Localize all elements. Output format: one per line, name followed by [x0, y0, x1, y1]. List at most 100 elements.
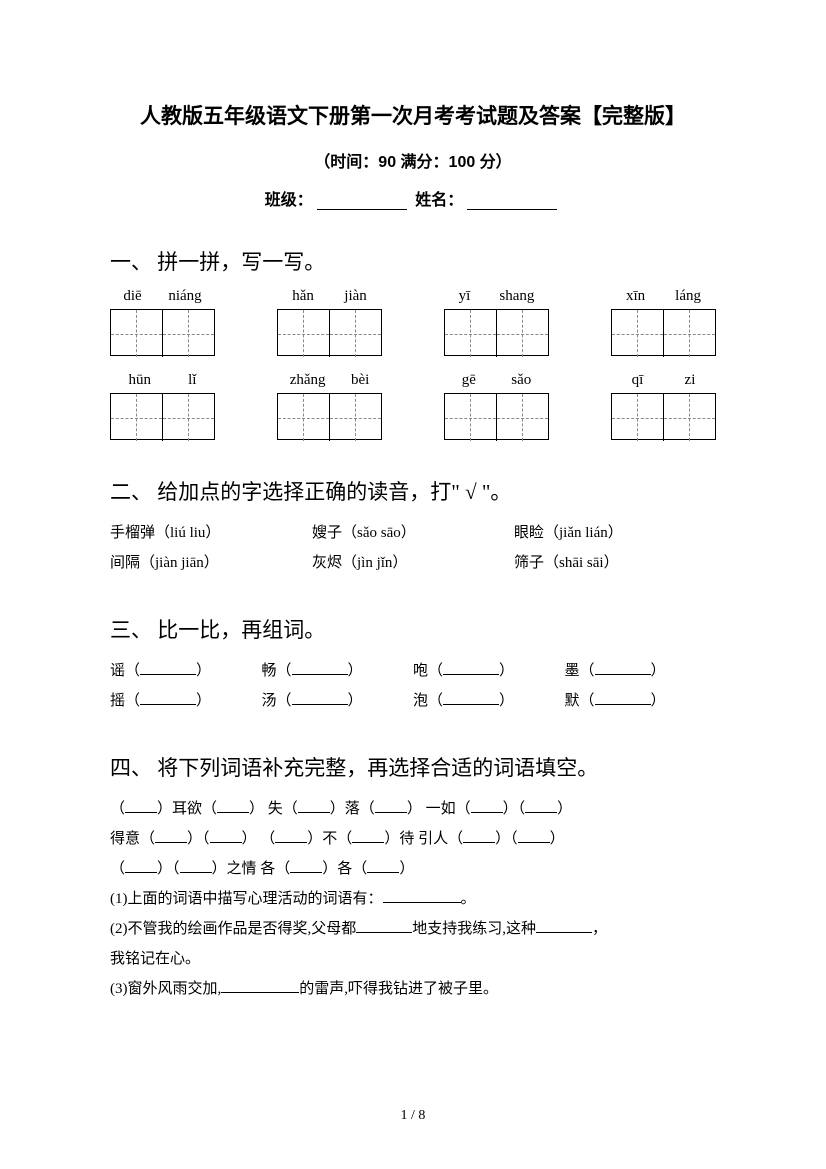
q2-item: 眼睑（jiǎn lián） — [514, 518, 716, 548]
q4-line6: 我铭记在心。 — [110, 944, 716, 974]
box-row-1 — [110, 309, 716, 356]
pinyin-syllable: zhǎng — [290, 372, 326, 389]
q4-line3: （ ）（ ）之情 各（ ）各（ ） — [110, 854, 716, 884]
writing-box[interactable] — [444, 309, 549, 356]
fill-blank[interactable] — [140, 661, 196, 675]
doc-title: 人教版五年级语文下册第一次月考考试题及答案【完整版】 — [110, 100, 716, 130]
fill-blank[interactable] — [180, 859, 212, 873]
fill-blank[interactable] — [275, 829, 307, 843]
q4-line2: 得意（）（） （）不（）待 引人（）（） — [110, 824, 716, 854]
q3-text: 畅（ — [262, 663, 292, 679]
class-blank[interactable] — [317, 194, 407, 210]
pinyin-syllable: hūn — [129, 372, 152, 389]
q4-text: ）耳欲（ — [157, 801, 217, 817]
pinyin-row-2: hūn lǐ zhǎng bèi gēsǎo qīzi — [110, 372, 716, 389]
pinyin-syllable: gē — [462, 372, 476, 389]
fill-blank[interactable] — [595, 661, 651, 675]
pinyin-syllable: yī — [459, 288, 471, 305]
fill-blank[interactable] — [210, 829, 242, 843]
q3-text: 谣（ — [110, 663, 140, 679]
q4-text: ）（ — [187, 831, 210, 847]
q3-item: 默（） — [565, 686, 717, 716]
writing-box[interactable] — [110, 393, 215, 440]
q3-text: 摇（ — [110, 693, 140, 709]
fill-blank[interactable] — [525, 799, 557, 813]
q2-row1: 手榴弹（liú liu） 嫂子（sǎo sāo） 眼睑（jiǎn lián） — [110, 518, 716, 548]
fill-blank[interactable] — [367, 859, 399, 873]
doc-subtitle: （时间：90 满分：100 分） — [110, 148, 716, 172]
fill-blank[interactable] — [463, 829, 495, 843]
pinyin-syllable: bèi — [351, 372, 369, 389]
q4-text: ） — [557, 801, 572, 817]
q2-row2: 间隔（jiàn jiān） 灰烬（jìn jǐn） 筛子（shāi sāi） — [110, 548, 716, 578]
box-row-2 — [110, 393, 716, 440]
fill-blank[interactable] — [443, 691, 499, 705]
q4-text: ）落（ — [330, 801, 375, 817]
q4-text: ）之情 各（ — [212, 861, 291, 877]
pinyin-syllable: qī — [632, 372, 644, 389]
pinyin-group: yīshang — [444, 288, 549, 305]
writing-box[interactable] — [611, 309, 716, 356]
q3-text: 墨（ — [565, 663, 595, 679]
fill-blank[interactable] — [217, 799, 249, 813]
section2-heading: 二、 给加点的字选择正确的读音，打" √ "。 — [110, 476, 716, 506]
section3-heading: 三、 比一比，再组词。 — [110, 614, 716, 644]
writing-box[interactable] — [110, 309, 215, 356]
q4-text: ）（ — [157, 861, 180, 877]
name-label: 姓名： — [415, 192, 463, 209]
q4-text: 得意（ — [110, 831, 155, 847]
fill-blank[interactable] — [471, 799, 503, 813]
pinyin-group: qīzi — [611, 372, 716, 389]
q4-line4: (1)上面的词语中描写心理活动的词语有： 。 — [110, 884, 716, 914]
writing-box[interactable] — [444, 393, 549, 440]
q4-text: （ — [110, 861, 125, 877]
q4-text: ）（ — [503, 801, 526, 817]
q4-text: 地支持我练习,这种 — [412, 921, 536, 937]
fill-blank[interactable] — [221, 979, 299, 993]
q3-item: 咆（） — [413, 656, 565, 686]
writing-box[interactable] — [611, 393, 716, 440]
q4-text: (1)上面的词语中描写心理活动的词语有： — [110, 891, 383, 907]
fill-blank[interactable] — [292, 661, 348, 675]
q4-text: （ — [110, 801, 125, 817]
fill-blank[interactable] — [298, 799, 330, 813]
page-content: 人教版五年级语文下册第一次月考考试题及答案【完整版】 （时间：90 满分：100… — [0, 0, 826, 1054]
fill-blank[interactable] — [290, 859, 322, 873]
q4-text: ）各（ — [322, 861, 367, 877]
q3-item: 墨（） — [565, 656, 717, 686]
fill-blank[interactable] — [595, 691, 651, 705]
name-blank[interactable] — [467, 194, 557, 210]
fill-blank[interactable] — [356, 919, 412, 933]
fill-blank[interactable] — [125, 859, 157, 873]
pinyin-syllable: hǎn — [292, 288, 314, 305]
q4-text: 。 — [461, 891, 476, 907]
q2-item: 间隔（jiàn jiān） — [110, 548, 312, 578]
fill-blank[interactable] — [375, 799, 407, 813]
pinyin-syllable: lǐ — [188, 372, 196, 389]
fill-blank[interactable] — [536, 919, 592, 933]
q4-text: ）待 引人（ — [384, 831, 463, 847]
fill-blank[interactable] — [155, 829, 187, 843]
pinyin-group: diēniáng — [110, 288, 215, 305]
pinyin-syllable: láng — [675, 288, 701, 305]
q3-text: 默（ — [565, 693, 595, 709]
fill-blank[interactable] — [352, 829, 384, 843]
pinyin-group: gēsǎo — [444, 372, 549, 389]
pinyin-group: hǎn jiàn — [277, 288, 382, 305]
q2-item: 手榴弹（liú liu） — [110, 518, 312, 548]
fill-blank[interactable] — [443, 661, 499, 675]
fill-blank[interactable] — [518, 829, 550, 843]
q3-row1: 谣（） 畅（） 咆（） 墨（） — [110, 656, 716, 686]
q4-text: (2)不管我的绘画作品是否得奖,父母都 — [110, 921, 356, 937]
fill-blank[interactable] — [383, 889, 461, 903]
writing-box[interactable] — [277, 393, 382, 440]
q4-text: ） — [399, 861, 414, 877]
fill-blank[interactable] — [140, 691, 196, 705]
fill-blank[interactable] — [292, 691, 348, 705]
pinyin-syllable: diē — [123, 288, 141, 305]
form-line: 班级： 姓名： — [110, 186, 716, 210]
q4-text: ） （ — [242, 831, 276, 847]
fill-blank[interactable] — [125, 799, 157, 813]
pinyin-syllable: jiàn — [344, 288, 367, 305]
writing-box[interactable] — [277, 309, 382, 356]
